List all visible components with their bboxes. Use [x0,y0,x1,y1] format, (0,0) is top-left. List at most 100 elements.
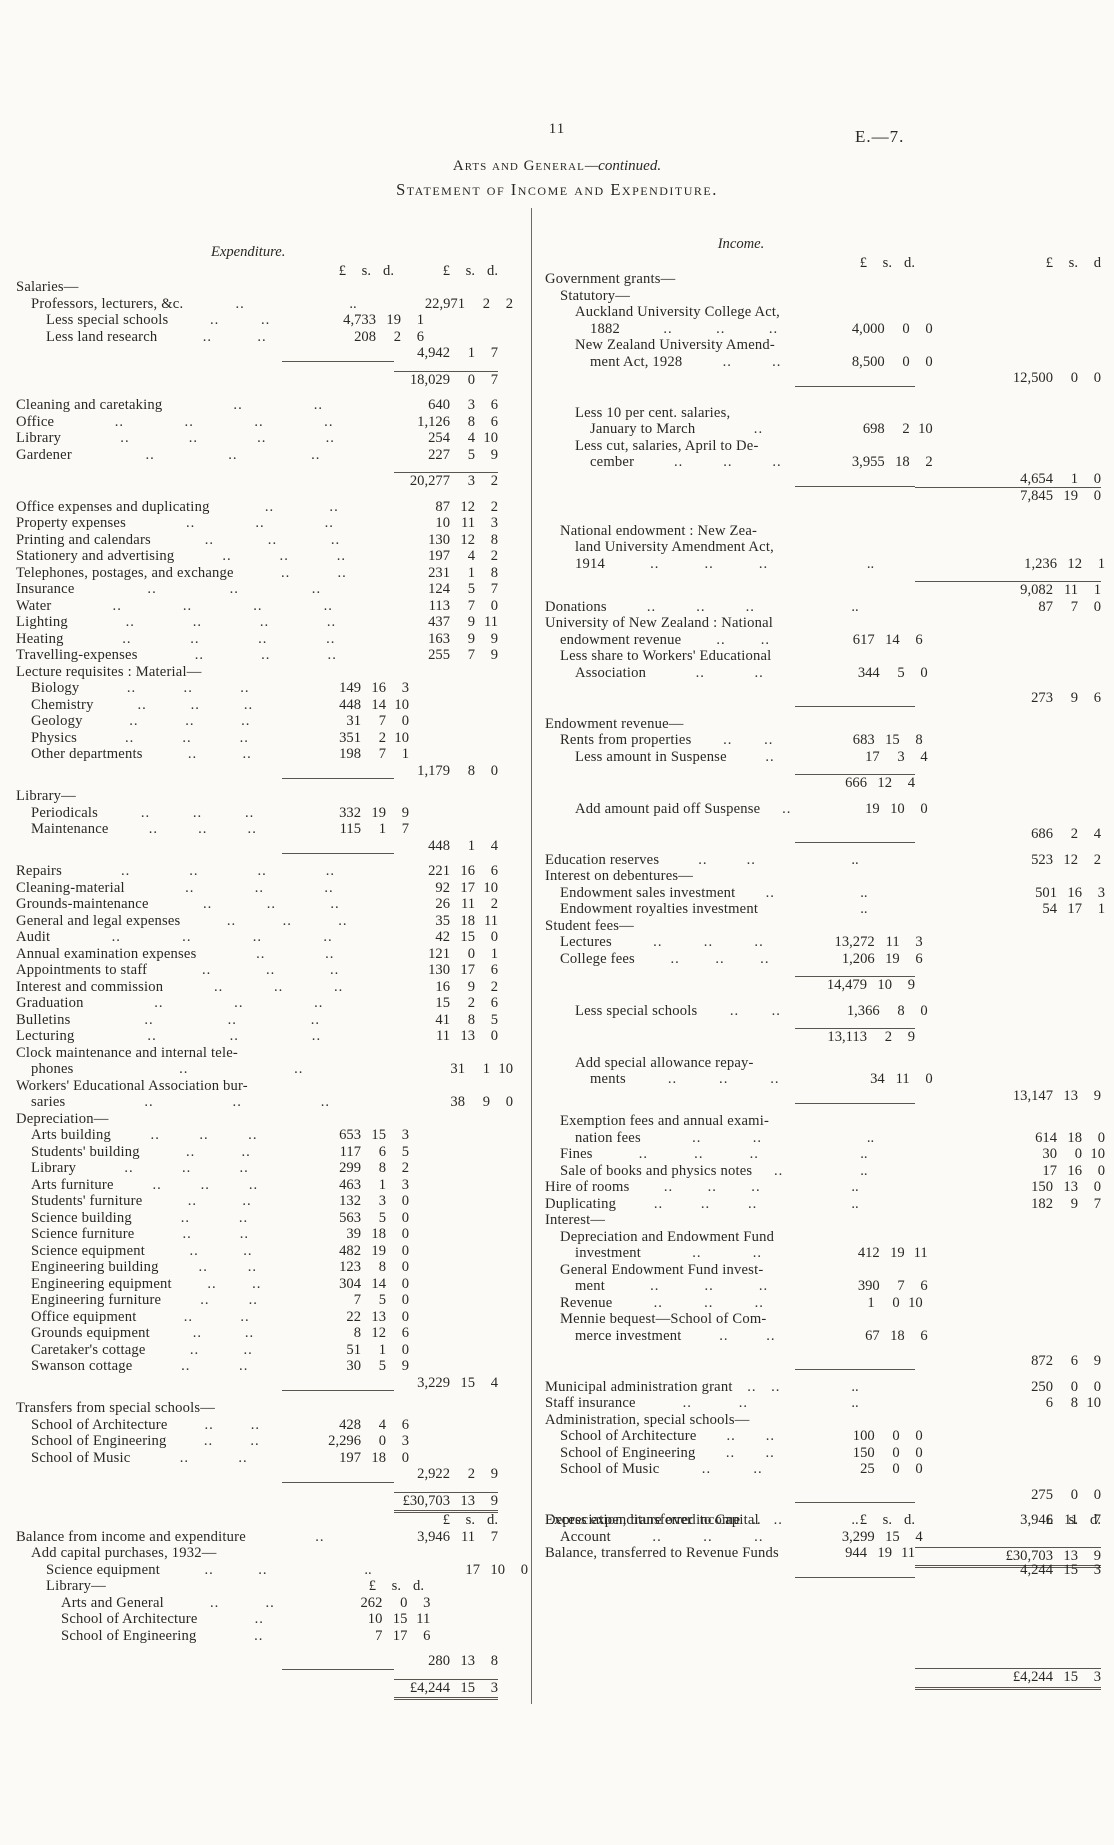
dot-leader: .. [324,413,334,430]
ledger-row: Grounds equipment.... 8 12 6 [16,1325,532,1342]
row-label-area: Less cut, salaries, April to De- [545,438,928,455]
amount-cell: 17 3 4 [813,749,928,766]
amount-shillings: 0 [892,1444,900,1461]
dot-leaders: .... [697,1428,806,1445]
dot-leaders: ...... [612,1295,805,1312]
row-label-area: Travelling-expenses...... [16,647,394,664]
amount-cell: 17 16 0 [923,1163,1105,1180]
amount-cell: 275 0 0 [915,1487,1101,1504]
amount-cell: £ s. d. [795,255,915,272]
amount-cell: 41 8 5 [394,1012,498,1029]
dot-leader: .. [180,1209,191,1226]
amount-shillings: 13 [1063,1179,1078,1195]
row-label: investment [575,1245,642,1261]
dot-leaders: .. [752,1163,805,1180]
ledger-row: School of Engineering.... 150 0 0 [545,1445,1105,1462]
amount-pence: 7 [490,371,498,388]
dot-leader: .. [703,1528,713,1545]
row-label-area: nation fees.... [545,1130,813,1147]
dot-leaders: ...... [84,995,394,1012]
ledger-row: Chemistry...... 448 14 10 [16,697,532,714]
ledger-row: £4,244 15 3 [545,1668,1105,1690]
row-label: Insurance [16,581,75,597]
amount-shillings: 13 [1063,1087,1078,1104]
row-label-area: Less amount in Suspense.. [545,749,813,766]
amount-cell: 124 5 7 [394,581,498,598]
dot-leader: .. [250,1433,260,1449]
amount-pounds: 30 [1042,1146,1057,1162]
row-label-area: School of Engineering.. [16,1628,321,1645]
row-label-area: Caretaker's cottage.... [16,1342,297,1359]
income-column: Income. £ s. d. £ s. d Government grants— Statu… [545,236,1105,1568]
amount-shillings: 18 [890,1327,905,1344]
ledger-row: General Endowment Fund invest- [545,1262,1105,1279]
amount-shillings: 12 [460,531,475,548]
row-label: January to March [590,421,696,437]
row-label: Statutory— [560,287,631,304]
amount-shillings: 8 [1070,1395,1078,1411]
row-label-area: Office expenses and duplicating.... [16,499,394,516]
ledger-row: ment Act, 1928.... 8,500 0 0 [545,354,1105,371]
ledger-row: National endowment : New Zea- [545,523,1105,540]
amount-cell: .. [805,1163,923,1180]
dot-leaders: ...... [109,821,297,838]
row-label: Engineering furniture [31,1292,162,1308]
dot-leaders: .... [164,1595,321,1612]
dot-leaders: .. [246,1529,394,1546]
amount-cell: 351 2 10 [297,730,409,747]
amount-shillings: 0 [902,353,910,370]
dot-leaders: ...... [612,934,805,951]
dot-leader: .. [754,934,764,950]
ledger-row: Office expenses and duplicating.... 87 12 2 [16,499,532,516]
amount-pounds: 2,922 [417,1466,450,1482]
dot-leader: .. [192,804,203,821]
dot-leader: .. [326,614,337,630]
ledger-row: 448 1 4 [16,837,532,854]
dot-leader: .. [129,713,139,729]
amount-pounds: 448 [428,837,450,854]
amount-pence: 3 [401,1176,409,1193]
dot-leader: .. [204,531,214,548]
amount-cell: 30 0 10 [923,1146,1105,1163]
dot-leaders: .... [157,329,312,346]
ledger-row: £ s. d. £ s. d [545,255,1105,272]
dot-leader: .. [240,680,250,696]
dot-leader: .. [282,912,292,929]
amount-shillings: 12 [877,775,892,791]
row-label: Bulletins [16,1011,71,1028]
ledger-row: investment.... 412 19 11 [545,1245,1105,1262]
amount-pounds: 208 [354,328,376,345]
dot-leaders: .. [735,885,805,902]
dot-leader: .. [265,1594,275,1611]
dot-leader: .. [239,729,249,746]
row-label-area: Depreciation, transferred to Capital [545,1512,795,1529]
amount-pence: 3 [401,680,409,696]
dot-leader: .. [120,863,131,879]
dot-leader: .. [667,1071,678,1087]
amount-cell: .. [795,1179,915,1196]
amount-pounds: 19 [865,800,880,817]
ledger-row: Gardener...... 227 5 9 [16,447,532,464]
row-label-area: Maintenance...... [16,821,297,838]
amount-shillings: s. [1068,1512,1078,1528]
ledger-row: Engineering furniture.... 7 5 0 [16,1292,532,1309]
row-label-area: Property expenses...... [16,515,394,532]
row-label-area: Salaries— [16,279,394,296]
dot-leader: .. [752,1245,763,1261]
amount-pence: 0 [920,800,928,817]
ledger-row: Cleaning and caretaking.... 640 3 6 [16,397,532,414]
row-label-area: Revenue...... [545,1295,805,1312]
dot-leader: .. [747,1378,757,1395]
dot-leaders: .... [145,1243,297,1260]
ledger-row: 4,654 1 0 [545,471,1105,487]
amount-cell: £ s. d [915,255,1101,272]
amount-pence: 6 [490,397,498,413]
amount-cell: 2,922 2 9 [394,1466,498,1483]
row-label: School of Architecture [31,1416,168,1433]
dot-leaders: ...... [77,730,297,747]
blank-amount-dots: .. [860,1146,868,1162]
dot-leader: .. [186,515,196,531]
dot-leaders: .... [140,1144,297,1161]
dot-leaders: ...... [163,979,394,996]
amount-cell: 666 12 4 [795,774,915,792]
